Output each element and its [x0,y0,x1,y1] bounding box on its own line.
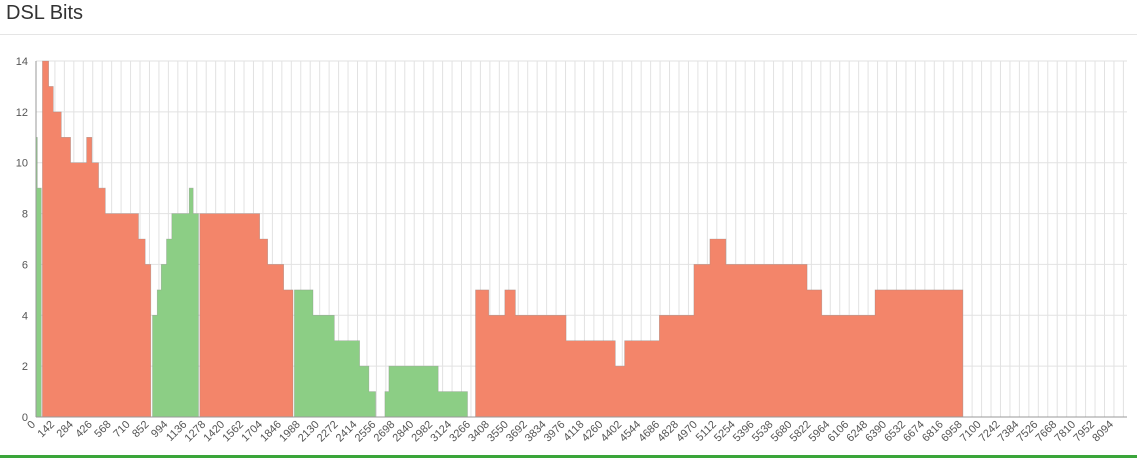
downstream-bits-area [42,60,152,418]
chart-areas [35,60,964,418]
x-tick-label: 8094 [1090,419,1116,445]
y-tick-label: 12 [16,107,28,119]
upstream-bits-area [294,289,376,418]
status-bar [0,455,1137,458]
x-tick-label: 142 [36,419,57,440]
x-tick-label: 852 [130,419,151,440]
y-tick-label: 8 [22,209,28,221]
x-tick-labels: 0142284426568710852994113612781420156217… [25,419,1116,445]
y-tick-label: 6 [22,259,28,271]
x-tick-label: 4260 [580,419,606,445]
y-tick-labels: 0 2 4 6 8 10 12 14 [16,56,28,424]
downstream-bits-area [199,213,294,418]
x-tick-label: 1846 [258,419,284,445]
upstream-bits-area [384,365,468,418]
page-title: DSL Bits [6,2,84,24]
chart-axes [35,61,1127,418]
x-tick-label: 0 [25,419,38,432]
x-tick-label: 284 [54,419,75,440]
y-tick-label: 14 [16,56,28,68]
x-tick-label: 710 [111,419,132,440]
x-tick-label: 568 [92,419,113,440]
y-tick-label: 2 [22,361,28,373]
x-tick-label: 6816 [920,419,946,445]
y-tick-label: 4 [22,310,28,322]
x-tick-label: 5538 [750,419,776,445]
y-tick-label: 10 [16,158,28,170]
y-tick-label: 0 [22,412,28,424]
downstream-bits-area [475,238,964,418]
title-divider [0,34,1137,35]
x-tick-label: 2982 [409,419,435,445]
x-tick-label: 426 [73,419,94,440]
upstream-bits-area [152,187,199,418]
upstream-bits-area [35,137,42,418]
